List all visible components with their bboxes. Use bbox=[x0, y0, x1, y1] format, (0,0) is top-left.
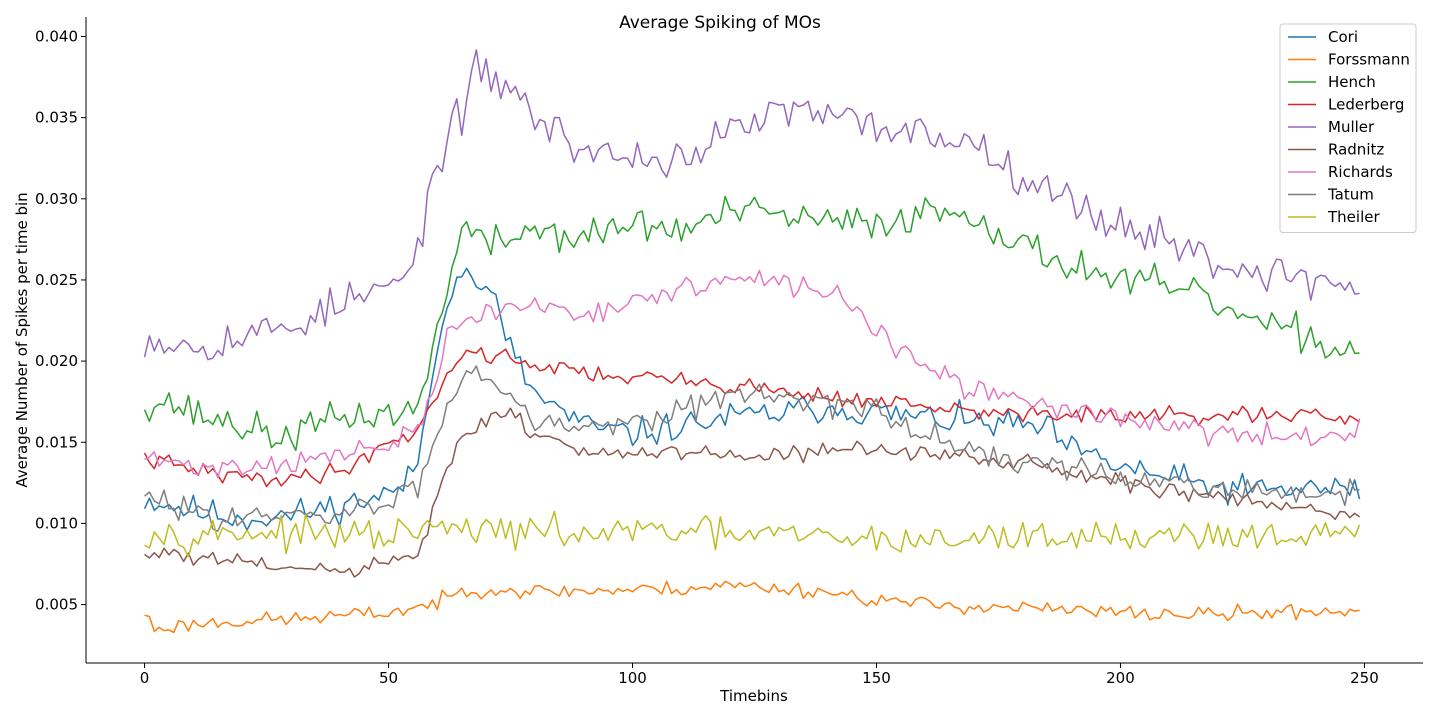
x-tick-label: 200 bbox=[1106, 669, 1135, 687]
y-tick-label: 0.015 bbox=[35, 433, 78, 451]
x-tick-label: 50 bbox=[379, 669, 398, 687]
series-line-hench bbox=[143, 195, 1360, 452]
series-line-cori bbox=[143, 267, 1361, 531]
legend-entry: Cori bbox=[1328, 28, 1358, 46]
series-line-tatum bbox=[144, 365, 1360, 532]
series-lines bbox=[143, 49, 1361, 634]
y-axis-label: Average Number of Spikes per time bin bbox=[13, 192, 31, 487]
legend-entry: Lederberg bbox=[1328, 96, 1404, 114]
y-tick-label: 0.010 bbox=[35, 514, 78, 532]
y-tick-label: 0.035 bbox=[35, 109, 78, 127]
legend: Cori Forssmann Hench Lederberg Muller Radnitz… bbox=[1279, 23, 1417, 233]
axes: 0 50 100 150 200 250 0.005 0.010 0.015 0.020 0.025… bbox=[35, 17, 1423, 687]
x-axis-label: Timebins bbox=[719, 687, 788, 705]
series-line-theiler bbox=[144, 510, 1361, 558]
series-line-lederberg bbox=[143, 346, 1360, 488]
legend-entry: Tatum bbox=[1327, 186, 1374, 204]
legend-entry: Richards bbox=[1328, 163, 1393, 181]
legend-entry: Hench bbox=[1328, 73, 1376, 91]
series-line-richards bbox=[144, 269, 1361, 479]
legend-entry: Radnitz bbox=[1328, 141, 1384, 159]
legend-entry: Muller bbox=[1328, 118, 1375, 136]
chart-title: Average Spiking of MOs bbox=[619, 13, 821, 33]
legend-entry: Theiler bbox=[1327, 208, 1380, 226]
y-tick-label: 0.030 bbox=[35, 190, 78, 208]
series-line-forssmann bbox=[144, 580, 1360, 634]
x-tick-label: 100 bbox=[618, 669, 647, 687]
y-tick-label: 0.020 bbox=[35, 352, 78, 370]
series-line-muller bbox=[143, 49, 1360, 361]
x-tick-label: 150 bbox=[862, 669, 891, 687]
legend-entry: Forssmann bbox=[1328, 51, 1410, 69]
y-tick-label: 0.025 bbox=[35, 271, 78, 289]
y-tick-label: 0.005 bbox=[35, 596, 78, 614]
series-line-radnitz bbox=[144, 407, 1361, 578]
legend-box bbox=[1279, 23, 1417, 233]
y-tick-label: 0.040 bbox=[35, 27, 78, 45]
x-tick-label: 0 bbox=[140, 669, 150, 687]
x-tick-label: 250 bbox=[1350, 669, 1379, 687]
